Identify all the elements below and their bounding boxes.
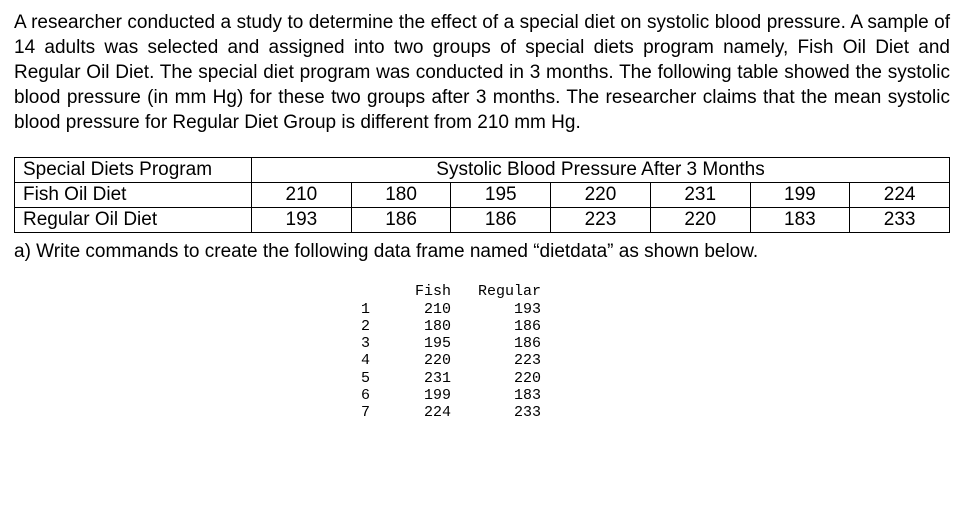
row-label: Fish Oil Diet (15, 183, 252, 208)
cell: 224 (850, 183, 950, 208)
cell: 186 (451, 208, 551, 233)
table-span-header: Systolic Blood Pressure After 3 Months (252, 158, 950, 183)
cell: 223 (551, 208, 651, 233)
cell: 180 (351, 183, 451, 208)
data-table: Special Diets Program Systolic Blood Pre… (14, 157, 950, 233)
cell: 183 (750, 208, 850, 233)
cell: 233 (850, 208, 950, 233)
cell: 210 (252, 183, 352, 208)
cell: 193 (252, 208, 352, 233)
table-corner: Special Diets Program (15, 158, 252, 183)
table-row: Regular Oil Diet 193 186 186 223 220 183… (15, 208, 950, 233)
table-row: Fish Oil Diet 210 180 195 220 231 199 22… (15, 183, 950, 208)
cell: 231 (650, 183, 750, 208)
dataframe-output: Fish Regular 1 210 193 2 180 186 3 195 1… (352, 283, 612, 421)
cell: 220 (551, 183, 651, 208)
cell: 195 (451, 183, 551, 208)
cell: 220 (650, 208, 750, 233)
cell: 186 (351, 208, 451, 233)
question-a: a) Write commands to create the followin… (14, 241, 950, 263)
intro-paragraph: A researcher conducted a study to determ… (14, 10, 950, 135)
row-label: Regular Oil Diet (15, 208, 252, 233)
cell: 199 (750, 183, 850, 208)
